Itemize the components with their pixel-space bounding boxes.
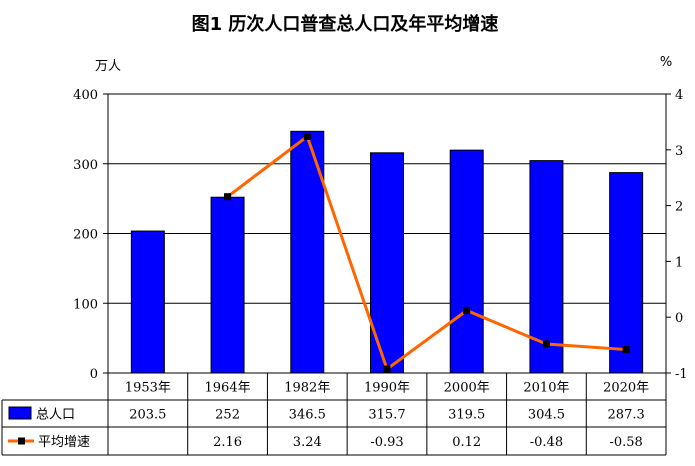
legend-label: 总人口 [36, 408, 75, 423]
data-label: -0.58 [609, 435, 642, 450]
line-point [463, 307, 471, 315]
chart-title: 图1 历次人口普查总人口及年平均增速 [192, 13, 499, 35]
category-label: 2000年 [444, 381, 490, 396]
bar [130, 230, 165, 374]
category-label: 2010年 [523, 381, 569, 396]
left-tick-label: 100 [73, 297, 98, 312]
category-label: 1982年 [284, 381, 330, 396]
right-tick-label: 0 [675, 311, 683, 326]
left-tick-label: 300 [73, 158, 98, 173]
right-tick-label: 3 [675, 144, 683, 159]
category-label: 1953年 [125, 381, 171, 396]
data-label: 287.3 [608, 408, 645, 423]
axes: 0 100 200 300 400 -1 0 1 2 3 4 [73, 88, 688, 382]
data-label: 319.5 [448, 408, 485, 423]
line-series [224, 132, 630, 373]
legend-swatch-bar [8, 406, 32, 420]
bar-series [130, 130, 644, 374]
bar [449, 149, 484, 374]
line-point [383, 365, 391, 373]
data-label: 203.5 [129, 408, 166, 423]
category-label: 1964年 [205, 381, 251, 396]
data-label: 2.16 [213, 435, 242, 450]
line-point [303, 132, 311, 140]
bar [529, 160, 564, 374]
series-line [226, 133, 627, 372]
legend-swatch-marker [18, 437, 25, 445]
left-tick-label: 400 [73, 88, 98, 103]
bar [609, 172, 644, 374]
left-axis-unit: 万人 [95, 59, 121, 74]
line-point [622, 346, 630, 354]
right-tick-label: 2 [675, 200, 683, 215]
right-axis-unit: % [660, 55, 672, 70]
data-label: 315.7 [368, 408, 405, 423]
left-tick-label: 0 [90, 367, 98, 382]
line-point [542, 340, 550, 348]
data-label: 3.24 [293, 435, 322, 450]
line-point [224, 193, 232, 201]
category-label: 1990年 [364, 381, 410, 396]
data-label: 304.5 [528, 408, 565, 423]
data-label: 252 [215, 408, 240, 423]
data-label: -0.48 [530, 435, 563, 450]
right-tick-label: 4 [675, 88, 683, 103]
bar [210, 196, 245, 374]
left-tick-label: 200 [73, 228, 98, 243]
data-label: 0.12 [452, 435, 481, 450]
legend-label: 平均增速 [38, 435, 90, 450]
right-tick-label: -1 [675, 367, 688, 382]
data-label: -0.93 [370, 435, 403, 450]
right-tick-label: 1 [675, 255, 683, 270]
category-label: 2020年 [603, 381, 649, 396]
data-label: 346.5 [289, 408, 326, 423]
